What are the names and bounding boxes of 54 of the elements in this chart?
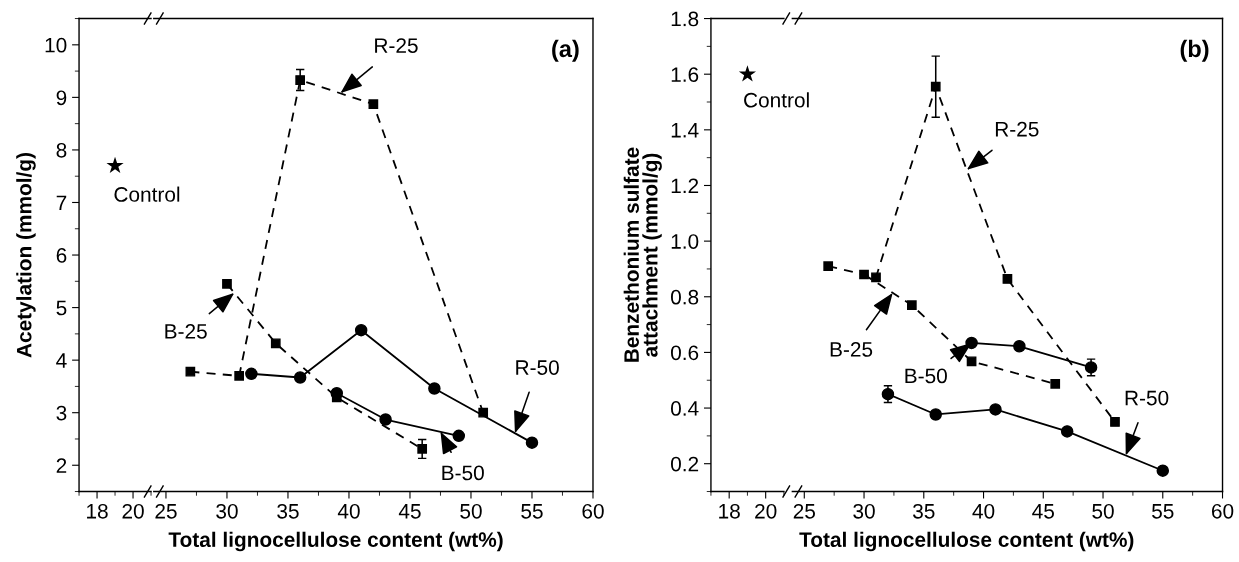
x-tick-label: 55 (1152, 504, 1174, 519)
x-tick-label: 18 (719, 503, 740, 519)
y-tick-label: 0.8 (670, 289, 699, 305)
y-tick-label: 2 (56, 458, 67, 473)
x-tick-label: 35 (277, 503, 299, 519)
annotation: B-50 (442, 465, 484, 481)
annotation: (a) (552, 39, 579, 62)
x-tick-label: 45 (398, 504, 421, 519)
x-tick-label: 18 (87, 503, 108, 519)
y-tick-label: 1.0 (671, 234, 699, 249)
y-tick-label: 8 (56, 142, 67, 158)
y-tick-label: 9 (56, 90, 67, 106)
annotation: B-25 (165, 323, 207, 339)
x-tick-label: 50 (1092, 503, 1114, 519)
x-tick-label: 25 (793, 503, 815, 519)
y-tick-label: 7 (56, 195, 67, 211)
x-tick-label: 40 (337, 503, 360, 519)
annotation: R-50 (516, 360, 559, 375)
y-tick-label: 1.4 (671, 123, 699, 138)
x-tick-label: 20 (122, 503, 144, 519)
y-tick-label: 0.4 (670, 401, 699, 416)
y-tick-label: 6 (56, 248, 67, 263)
x-tick-label: 50 (460, 503, 482, 519)
y-axis-title: Acetylation (mmol/g) (16, 153, 36, 358)
annotation: Control (114, 186, 180, 202)
x-tick-label: 30 (216, 503, 238, 519)
annotation: R-25 (375, 38, 418, 53)
y-tick-label: 4 (56, 353, 67, 368)
y-tick-label: 5 (56, 300, 67, 316)
annotation: (b) (1180, 39, 1209, 62)
y-tick-label: 1.6 (671, 67, 699, 82)
x-tick-label: 55 (521, 504, 543, 519)
x-tick-label: 30 (853, 503, 875, 519)
annotation: R-25 (995, 121, 1039, 137)
y-tick-label: 10 (45, 37, 67, 53)
x-tick-label: 25 (155, 503, 177, 519)
annotation: R-50 (1125, 390, 1169, 406)
annotation: B-50 (905, 368, 947, 384)
x-axis-title: Total lignocellulose content (wt%) (168, 531, 503, 552)
y-tick-label: 1.8 (671, 11, 699, 27)
x-tick-label: 20 (755, 503, 777, 519)
y-tick-label: 1.2 (671, 178, 699, 194)
y-tick-label: 0.2 (670, 456, 699, 472)
annotation: B-25 (830, 342, 873, 357)
y-axis-title: Benzethonium sulfate attachment (mmol/g) (623, 147, 662, 362)
x-tick-label: 45 (1032, 504, 1054, 519)
x-tick-label: 60 (1211, 503, 1234, 519)
y-tick-label: 0.6 (670, 345, 699, 361)
x-tick-label: 40 (972, 503, 995, 519)
y-tick-label: 3 (56, 405, 67, 421)
x-tick-label: 60 (582, 503, 604, 519)
x-tick-label: 35 (912, 503, 935, 519)
annotation: Control (744, 92, 809, 108)
x-axis-title: Total lignocellulose content (wt%) (799, 531, 1134, 552)
